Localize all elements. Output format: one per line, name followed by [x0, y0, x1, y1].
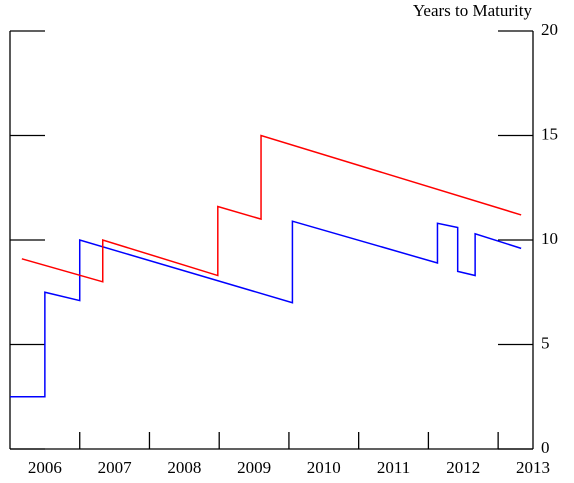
x-tick-label: 2009 [237, 458, 271, 477]
y-tick-label: 10 [541, 229, 558, 248]
x-tick-label: 2006 [28, 458, 62, 477]
x-tick-label: 2013 [516, 458, 550, 477]
x-tick-label: 2008 [167, 458, 201, 477]
x-tick-label: 2010 [307, 458, 341, 477]
y-tick-label: 20 [541, 20, 558, 39]
x-tick-label: 2011 [377, 458, 410, 477]
x-tick-label: 2012 [446, 458, 480, 477]
y-tick-label: 5 [541, 333, 550, 352]
y-tick-label: 15 [541, 124, 558, 143]
y-tick-label: 0 [541, 438, 550, 457]
series-line [21, 134, 522, 283]
axis-title: Years to Maturity [413, 1, 533, 20]
x-tick-label: 2007 [98, 458, 133, 477]
series-line [10, 220, 522, 398]
